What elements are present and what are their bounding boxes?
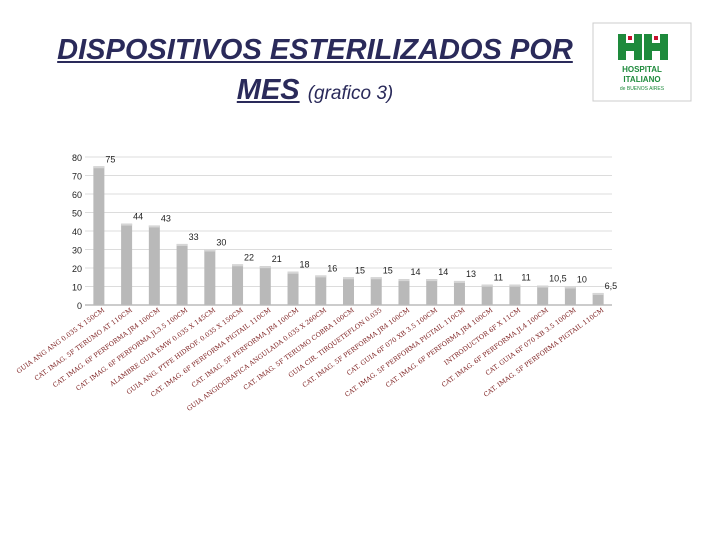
data-labels: 75 44 43 33 30 22 21 18 16 15 15 14 14 13 11 11 10,5 10 6,… xyxy=(105,154,617,291)
bar xyxy=(426,279,438,305)
bar-cap xyxy=(426,279,438,282)
data-label: 75 xyxy=(105,154,115,164)
y-tick-label: 40 xyxy=(72,227,82,237)
bar xyxy=(121,223,133,305)
data-label: 11 xyxy=(521,273,530,283)
bar-cap xyxy=(204,249,216,252)
hospital-logo: HOSPITAL ITALIANO de BUENOS AIRES xyxy=(592,22,692,102)
bar-cap xyxy=(176,243,188,246)
bar xyxy=(259,266,271,305)
data-label: 14 xyxy=(438,267,448,277)
data-label: 30 xyxy=(216,238,226,248)
bar-cap xyxy=(148,225,160,228)
bar xyxy=(453,280,465,305)
grid-lines xyxy=(85,156,612,287)
data-label: 15 xyxy=(355,265,365,275)
bar-cap xyxy=(509,284,521,287)
bar xyxy=(370,277,382,305)
y-tick-label: 60 xyxy=(72,190,82,200)
hospital-cross-icon xyxy=(618,34,668,60)
bar-cap xyxy=(93,166,105,169)
bar xyxy=(204,249,216,305)
bar xyxy=(481,284,493,305)
bar xyxy=(343,277,354,305)
logo-line-1: HOSPITAL xyxy=(622,65,662,74)
data-label: 15 xyxy=(383,265,393,275)
bar-cap xyxy=(481,284,493,287)
data-label: 18 xyxy=(300,260,310,270)
data-label: 21 xyxy=(272,254,282,264)
y-tick-label: 0 xyxy=(77,301,82,311)
data-label: 14 xyxy=(410,267,420,277)
bar xyxy=(148,225,160,305)
data-label: 33 xyxy=(189,232,199,242)
y-tick-label: 30 xyxy=(72,246,82,256)
bar-cap xyxy=(370,277,382,280)
title-line-2: MES xyxy=(236,74,300,106)
bar-cap xyxy=(315,275,327,278)
chart-title: DISPOSITIVOS ESTERILIZADOS POR MES (graf… xyxy=(40,30,590,114)
bar-cap xyxy=(398,279,410,282)
bar-cap xyxy=(453,280,465,283)
bar xyxy=(537,285,549,305)
logo-line-2: ITALIANO xyxy=(623,75,660,84)
title-line-1: DISPOSITIVOS ESTERILIZADOS POR xyxy=(57,34,573,66)
bar xyxy=(176,243,188,305)
y-tick-label: 50 xyxy=(72,209,82,219)
data-label: 10 xyxy=(577,275,587,285)
bar xyxy=(398,279,410,305)
bar-cap xyxy=(232,264,244,267)
data-label: 16 xyxy=(327,263,337,273)
logo-line-3: de BUENOS AIRES xyxy=(620,86,665,92)
bar xyxy=(287,271,299,305)
data-label: 11 xyxy=(494,273,503,283)
y-tick-label: 80 xyxy=(72,153,82,163)
bar xyxy=(232,264,244,305)
bars xyxy=(93,166,604,305)
data-label: 22 xyxy=(244,252,254,262)
data-label: 6,5 xyxy=(605,281,618,291)
bar-cap xyxy=(287,271,299,274)
data-label: 13 xyxy=(466,269,476,279)
data-label: 10,5 xyxy=(549,274,567,284)
bar xyxy=(509,284,521,305)
y-tick-label: 20 xyxy=(72,264,82,274)
chart-subtitle: (grafico 3) xyxy=(307,83,394,104)
bar-cap xyxy=(343,277,354,280)
bar xyxy=(93,166,105,305)
data-label: 43 xyxy=(161,213,171,223)
y-tick-label: 10 xyxy=(72,283,82,293)
data-label: 44 xyxy=(133,212,143,222)
bar-cap xyxy=(537,285,549,288)
bar xyxy=(315,275,327,305)
bar-cap xyxy=(121,223,133,226)
bar-cap xyxy=(564,286,576,289)
bar xyxy=(564,286,576,305)
bar-cap xyxy=(259,266,271,269)
bar-cap xyxy=(592,292,604,295)
y-tick-label: 70 xyxy=(72,172,82,182)
bar xyxy=(592,292,604,305)
